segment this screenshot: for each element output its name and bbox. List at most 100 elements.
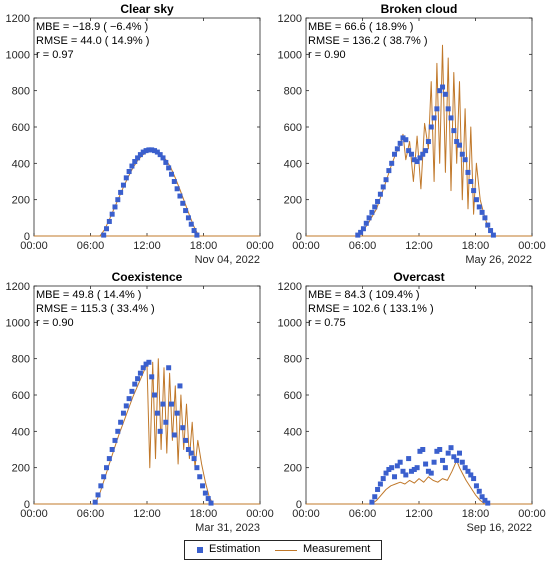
axes-frame [33,285,261,505]
estimation-point [115,197,121,203]
estimation-point [106,456,112,462]
estimation-point [171,432,177,438]
estimation-point [149,147,155,153]
x-tick-label: 00:00 [20,508,48,520]
estimation-point [386,168,392,174]
y-tick-label: 1200 [278,13,302,25]
estimation-point [174,186,180,192]
estimation-point [180,425,186,431]
estimation-point [431,115,437,121]
estimation-point [459,459,465,465]
panel-title: Overcast [393,270,444,284]
legend-measurement-line [275,550,297,551]
estimation-point [101,232,107,238]
estimation-point [120,410,126,416]
y-tick-label: 600 [12,122,30,134]
panel-title: Clear sky [120,2,174,16]
estimation-point [95,492,101,498]
estimation-point [188,221,194,227]
estimation-point [112,437,118,443]
stat-line-1: MBE = 84.3 ( 109.4% ) [308,289,420,301]
estimation-point [132,159,138,165]
estimation-point [92,499,98,505]
estimation-point [417,448,423,454]
estimation-point [177,383,183,389]
x-tick-label: 00:00 [518,508,546,520]
stat-line-1: MBE = 66.6 ( 18.9% ) [308,21,413,33]
x-tick-label: 06:00 [77,240,105,252]
estimation-point [146,359,152,365]
estimation-point [479,494,485,500]
estimation-point [471,476,477,482]
estimation-point [109,447,115,452]
estimation-point [120,182,126,188]
stat-line-3: r = 0.90 [36,317,74,329]
estimation-point [397,140,403,146]
stat-line-2: RMSE = 136.2 ( 38.7% ) [308,35,428,47]
date-label: Mar 31, 2023 [195,522,260,534]
estimation-point [420,151,426,157]
estimation-point [191,456,197,462]
estimation-point [485,222,491,228]
estimation-point [183,437,189,443]
series-measurement-line [371,459,486,505]
estimation-point [137,152,143,158]
x-tick-label: 00:00 [518,240,546,252]
estimation-point [400,468,406,474]
x-tick-label: 18:00 [190,508,218,520]
stat-line-1: MBE = 49.8 ( 14.4% ) [36,289,141,301]
y-tick-label: 400 [284,158,302,170]
stat-line-2: RMSE = 102.6 ( 133.1% ) [308,303,434,315]
estimation-point [400,135,406,141]
estimation-point [459,151,465,157]
x-tick-label: 00:00 [246,240,274,252]
y-tick-label: 1200 [278,281,302,293]
estimation-point [129,163,135,169]
estimation-point [456,450,462,456]
estimation-point [166,365,172,371]
x-tick-label: 06:00 [77,508,105,520]
x-tick-label: 12:00 [405,508,433,520]
y-tick-label: 0 [296,231,302,243]
estimation-point [154,149,160,155]
estimation-point [397,459,403,465]
estimation-point [411,466,417,472]
stat-line-1: MBE = −18.9 ( −6.4% ) [36,21,148,33]
estimation-point [174,410,180,416]
estimation-point [406,456,412,462]
estimation-point [200,483,206,489]
estimation-point [473,197,479,203]
legend-estimation-label: Estimation [209,543,261,555]
estimation-point [392,474,398,480]
estimation-point [126,396,132,402]
x-tick-label: 00:00 [292,240,320,252]
estimation-point [456,142,462,148]
y-tick-label: 800 [284,354,302,366]
estimation-point [476,204,482,210]
axes-frame [33,17,261,237]
estimation-point [445,106,451,112]
y-tick-label: 1200 [6,281,30,293]
estimation-point [149,374,155,380]
date-label: Nov 04, 2022 [195,254,260,266]
x-tick-label: 12:00 [405,240,433,252]
estimation-point [380,184,386,190]
legend-measurement-label: Measurement [303,543,371,555]
estimation-point [408,151,414,157]
y-tick-label: 200 [284,463,302,475]
legend-estimation-marker [197,547,203,553]
estimation-point [163,419,169,425]
stat-line-2: RMSE = 115.3 ( 33.4% ) [36,303,155,315]
estimation-point [183,208,189,214]
date-label: May 26, 2022 [465,254,532,266]
y-tick-label: 0 [296,499,302,511]
estimation-point [118,419,124,425]
estimation-point [180,200,186,206]
estimation-point [386,466,392,472]
estimation-point [394,146,400,152]
y-tick-label: 0 [24,231,30,243]
estimation-point [423,461,429,467]
estimation-point [152,148,158,154]
estimation-point [442,465,448,471]
estimation-point [383,177,389,183]
